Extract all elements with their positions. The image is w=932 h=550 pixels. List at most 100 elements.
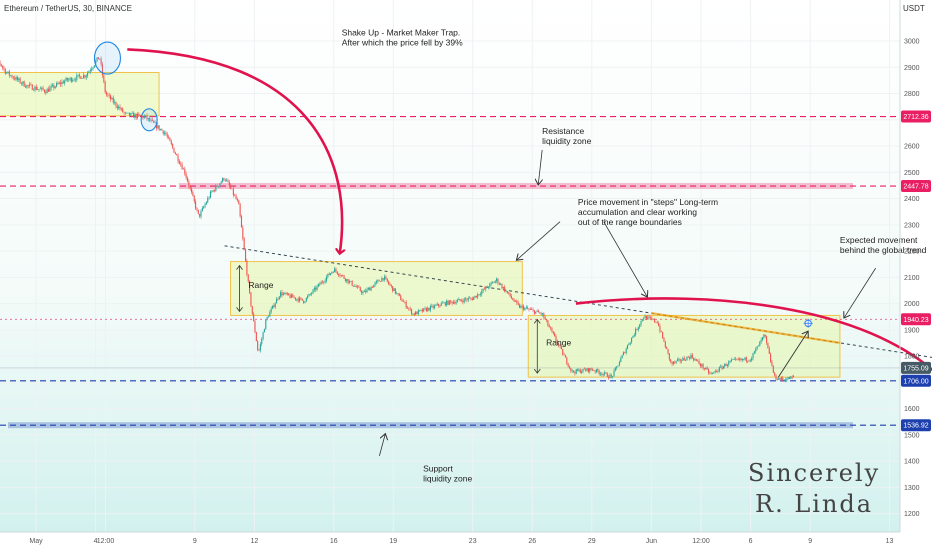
curved-arrow-expected[interactable] (575, 297, 932, 419)
curved-arrow-shakeup[interactable] (127, 48, 342, 253)
candle-body (57, 83, 59, 84)
candle-body (78, 74, 81, 77)
candle-body (516, 300, 518, 303)
annotation-range1[interactable]: Range (248, 280, 273, 290)
candle-body (555, 336, 557, 341)
annotation-shake[interactable]: Shake Up - Market Maker Trap. After which… (342, 28, 463, 48)
candle-body (562, 349, 564, 355)
candle-body (455, 301, 457, 304)
candle-body (454, 302, 456, 304)
candle-body (89, 70, 91, 72)
candle-body (365, 290, 367, 293)
small-pointer-arrow[interactable] (778, 331, 808, 378)
range-box[interactable] (527, 314, 841, 378)
range-box[interactable] (0, 72, 160, 117)
candle-body (138, 113, 140, 115)
candle-body (564, 355, 566, 358)
candle-body (501, 284, 503, 289)
candle-body (431, 305, 433, 307)
candle-body (334, 268, 336, 273)
candle-body (3, 67, 5, 69)
global-trend-line[interactable] (224, 245, 932, 368)
candle-body (161, 129, 163, 131)
candle-body (325, 276, 328, 281)
candle-body (58, 82, 60, 84)
candle-body (192, 192, 194, 196)
candle-body (240, 216, 243, 228)
candle-body (635, 329, 637, 335)
candle-body (397, 293, 399, 294)
annotation-range2[interactable]: Range (546, 338, 571, 348)
candle-body (571, 370, 573, 372)
candle-body (15, 77, 17, 80)
candle-body (39, 88, 41, 90)
range-box[interactable] (230, 261, 523, 316)
highlight-circle[interactable] (93, 41, 122, 75)
candle-body (774, 372, 776, 376)
candle-body (724, 364, 726, 367)
annotation-resistance[interactable]: Resistance liquidity zone (542, 126, 591, 146)
highlight-circle[interactable] (140, 108, 158, 132)
candle-body (103, 75, 105, 82)
candle-body (335, 268, 337, 272)
candle-body (254, 321, 256, 333)
candle-body (239, 204, 241, 217)
candle-body (24, 86, 27, 88)
candle-body (560, 346, 562, 350)
candle-body (602, 374, 604, 375)
candle-body (497, 278, 499, 284)
annotation-support[interactable]: Support liquidity zone (423, 464, 472, 484)
candle-body (517, 302, 519, 305)
candle-body (60, 82, 62, 85)
candle-body (443, 302, 445, 303)
candle-body (451, 301, 453, 304)
candle-body (685, 360, 687, 361)
candle-body (205, 202, 207, 205)
y-tick-label: 2100 (904, 275, 920, 282)
annotation-expected[interactable]: Expected movement behind the global trend (840, 235, 927, 255)
candle-body (99, 58, 101, 60)
candle-body (288, 293, 290, 296)
candle-body (6, 72, 8, 74)
candle-body (242, 227, 244, 239)
candle-body (83, 75, 85, 79)
candle-body (388, 281, 390, 284)
candle-body (0, 63, 2, 67)
candle-body (250, 292, 252, 306)
y-tick-label: 2300 (904, 222, 920, 229)
candle-body (618, 362, 620, 366)
candle-body (207, 198, 209, 203)
candle-body (726, 364, 728, 366)
candle-body (80, 76, 82, 79)
y-tick-label: 2900 (904, 65, 920, 72)
candle-body (85, 75, 87, 78)
candle-body (446, 300, 448, 306)
candle-body (633, 334, 635, 337)
candle-body (496, 278, 498, 281)
candle-body (398, 293, 400, 296)
candle-body (65, 77, 67, 81)
candle-body (559, 345, 561, 347)
x-tick-label: Jun (646, 538, 657, 545)
candle-body (265, 319, 267, 330)
candle-body (766, 336, 768, 343)
candle-body (374, 282, 376, 285)
candle-body (343, 275, 345, 279)
candle-body (313, 287, 315, 290)
y-tick-label: 2600 (904, 144, 920, 151)
annotation-steps[interactable]: Price movement in "steps" Long-term accum… (578, 197, 718, 227)
candle-body (577, 369, 579, 371)
candle-body (467, 298, 469, 301)
candle-body (486, 286, 488, 288)
candle-body (523, 306, 525, 310)
candle-body (137, 113, 139, 118)
candle-body (547, 320, 549, 326)
candle-body (568, 366, 571, 368)
candle-body (165, 132, 167, 135)
candle-body (558, 343, 560, 346)
candle-body (498, 283, 500, 285)
candle-body (479, 294, 481, 295)
candle-body (157, 125, 159, 129)
annotation-line: Support (423, 464, 453, 474)
